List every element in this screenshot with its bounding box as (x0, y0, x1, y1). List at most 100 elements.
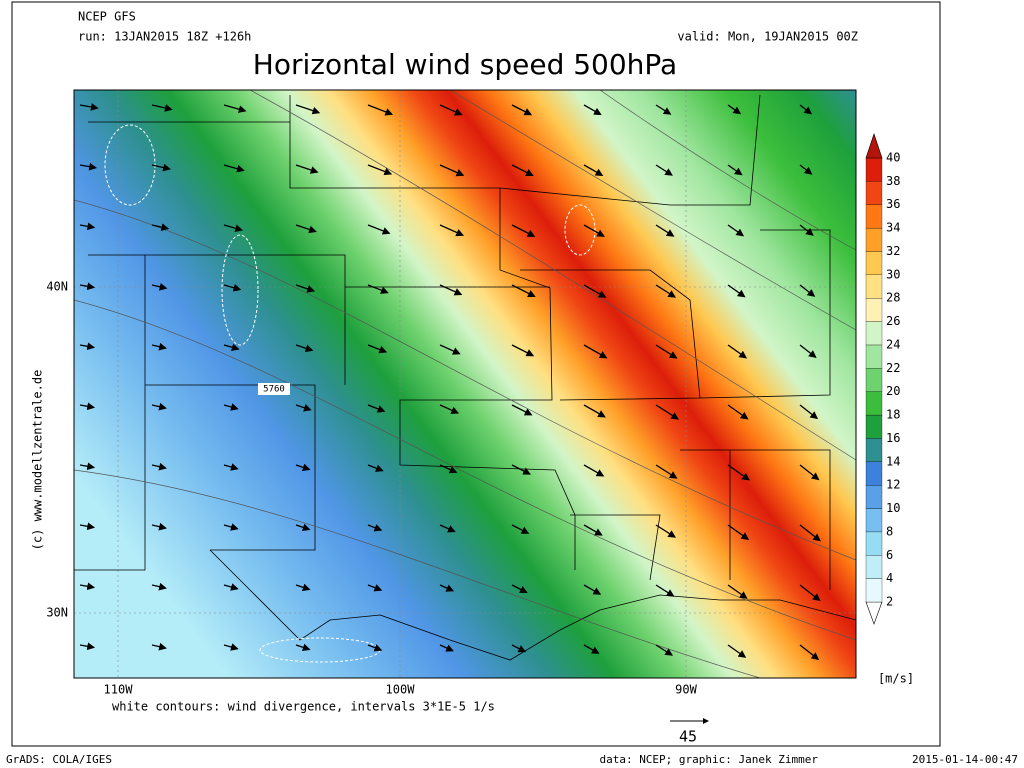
colorbar-cell (865, 438, 883, 462)
colorbar-cell (865, 368, 883, 392)
wind-arrow (511, 464, 531, 475)
wind-arrow (79, 162, 97, 171)
valid: valid: Mon, 19JAN2015 00Z (677, 30, 858, 44)
wind-arrow (151, 642, 167, 651)
wind-arrow (727, 404, 749, 420)
colorbar-label: 32 (886, 244, 900, 258)
wind-arrow (799, 224, 814, 236)
colorbar-label: 24 (886, 337, 900, 351)
wind-arrow (511, 524, 530, 534)
wind-arrow (367, 464, 384, 472)
wind-arrow (439, 284, 463, 296)
model: NCEP GFS (78, 10, 136, 24)
wind-arrow (295, 583, 311, 592)
wind-arrow (295, 523, 311, 532)
footer-right: 2015-01-14-00:47 (912, 753, 1018, 766)
wind-arrow (295, 164, 319, 174)
contour-label-box (258, 383, 290, 395)
wind-arrow (583, 644, 600, 654)
wind-arrow (439, 464, 458, 474)
wind-arrow (799, 284, 816, 297)
colorbar-cell (865, 251, 883, 275)
height-contours (74, 90, 856, 678)
wind-arrow (655, 404, 680, 420)
lat-label: 40N (46, 280, 68, 294)
wind-arrow (511, 224, 536, 237)
wind-arrow (511, 344, 535, 357)
wind-arrow (223, 583, 239, 591)
wind-arrow (223, 643, 239, 651)
wind-arrow (511, 584, 528, 593)
wind-arrow (223, 523, 239, 531)
colorbar-label: 6 (886, 548, 893, 562)
wind-arrow (79, 402, 96, 411)
colorbar-cell (865, 344, 883, 369)
wind-arrow (367, 224, 391, 235)
wind-arrow (223, 403, 239, 411)
wind-arrow (151, 163, 171, 172)
wind-arrow (295, 404, 312, 412)
wind-arrow (295, 643, 311, 652)
wind-arrow (439, 224, 464, 237)
wind-arrows (79, 103, 821, 661)
wind-arrow (583, 464, 605, 477)
wind-arrow (439, 344, 461, 355)
colorbar-cell (865, 274, 883, 299)
wind-arrow (655, 644, 673, 656)
wind-arrow (151, 104, 173, 112)
wind-arrow (79, 342, 96, 351)
wind-arrow (583, 584, 602, 595)
colorbar-label: 40 (886, 151, 900, 165)
wind-arrow (223, 343, 240, 352)
lon-label: 90W (675, 683, 697, 697)
wind-arrow (655, 164, 673, 176)
wind-arrow (223, 164, 245, 173)
wind-arrow (799, 344, 817, 359)
wind-arrow (511, 404, 533, 416)
wind-arrow (79, 582, 96, 591)
wind-arrow (367, 524, 383, 532)
wind-arrow (367, 644, 383, 652)
colorbar-cell (865, 578, 883, 603)
colorbar-cell (865, 204, 883, 229)
wind-arrow (439, 164, 465, 177)
wind-arrow (583, 284, 607, 298)
wind-arrow (799, 464, 820, 481)
wind-arrow (79, 462, 96, 471)
note: white contours: wind divergence, interva… (112, 700, 495, 714)
wind-arrow (799, 104, 813, 115)
colorbar-cell (865, 298, 883, 322)
wind-arrow (727, 644, 747, 658)
colorbar-cell (865, 461, 883, 486)
wind-arrow (583, 224, 605, 237)
frame (11, 1, 941, 747)
map-frame (73, 89, 857, 679)
wind-arrow (295, 463, 311, 472)
map: 5760 (74, 90, 856, 678)
wind-arrow (727, 464, 750, 481)
wind-arrow (295, 284, 316, 293)
wind-arrow (799, 584, 821, 602)
wind-arrow (583, 104, 602, 116)
wind-arrow (151, 402, 167, 411)
wind-arrow (151, 342, 167, 351)
wind-arrow (367, 164, 393, 176)
colorbar-cell (865, 485, 883, 509)
wind-arrow (79, 522, 96, 531)
wind-arrow (223, 283, 242, 292)
wind-arrow (655, 104, 672, 115)
colorbar-cell (865, 555, 883, 579)
wind-arrow (79, 642, 96, 651)
colorbar-cell (865, 181, 883, 205)
wind-arrow (367, 344, 388, 354)
wind-arrow (799, 524, 821, 542)
lat-label: 30N (46, 606, 68, 620)
wind-arrow (655, 224, 675, 237)
colorbar-triangle (865, 133, 883, 159)
wind-arrow (367, 584, 383, 592)
wind-arrow (151, 223, 170, 231)
wind-arrow (367, 404, 386, 413)
wind-arrow (223, 224, 244, 232)
